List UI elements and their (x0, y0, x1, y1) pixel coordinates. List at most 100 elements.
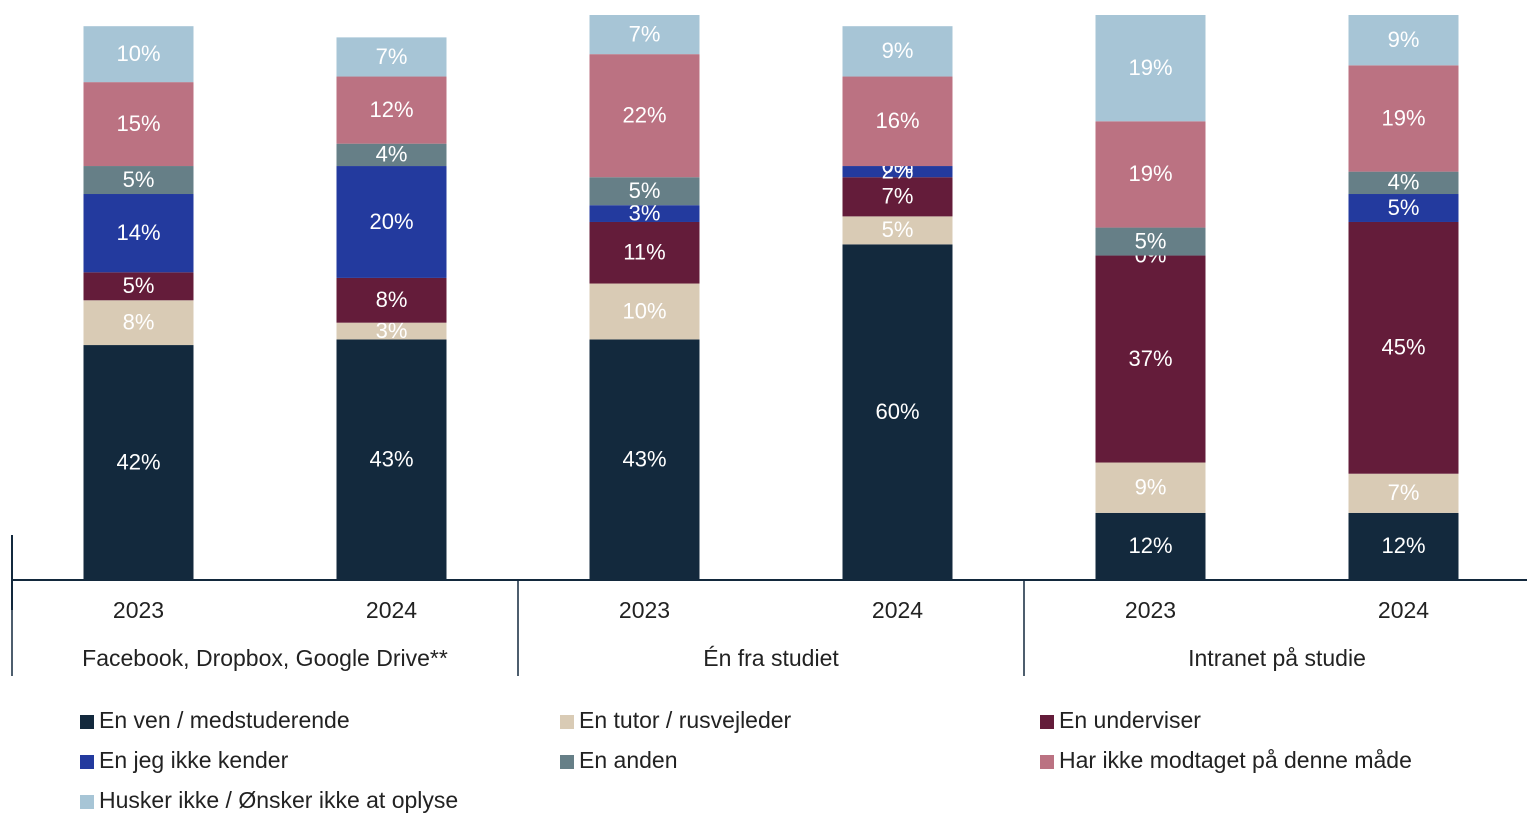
value-label: 9% (1135, 475, 1167, 500)
bar-segment (1348, 512, 1459, 580)
legend-swatch (1040, 755, 1054, 769)
x-tick-label: 2023 (619, 597, 670, 623)
bar-segment (1095, 462, 1206, 513)
bar-segment (1348, 194, 1459, 222)
bar-segment (83, 166, 194, 195)
bar-segment (1095, 121, 1206, 228)
value-label: 16% (875, 108, 919, 133)
legend-label: En underviser (1059, 707, 1201, 733)
legend-label: En jeg ikke kender (99, 747, 289, 773)
bar-segment (1348, 171, 1459, 195)
group-label: Facebook, Dropbox, Google Drive** (82, 645, 448, 671)
bar-segment (83, 272, 194, 301)
bar-segment (336, 143, 447, 167)
bar-segment (336, 322, 447, 340)
bar-segment (589, 205, 700, 222)
bar-segment (842, 177, 953, 217)
value-label: 10% (622, 298, 666, 323)
legend-label: En tutor / rusvejleder (579, 707, 792, 733)
legend-label: Har ikke modtaget på denne måde (1059, 747, 1412, 773)
legend-swatch (560, 715, 574, 729)
bar-segment (83, 82, 194, 167)
bar-segment (1348, 473, 1459, 513)
bar-segment (842, 26, 953, 77)
value-label: 12% (1128, 533, 1172, 558)
bar-segment (589, 177, 700, 206)
value-label: 42% (116, 449, 160, 474)
group-label: Intranet på studie (1188, 645, 1366, 671)
value-label: 9% (882, 38, 914, 63)
value-label: 7% (882, 184, 914, 209)
value-label: 37% (1128, 346, 1172, 371)
value-label: 43% (622, 447, 666, 472)
value-label: 43% (369, 447, 413, 472)
legend-label: En anden (579, 747, 677, 773)
bar-segment (589, 283, 700, 340)
value-label: 60% (875, 399, 919, 424)
value-label: 7% (376, 44, 408, 69)
bar-segment (1095, 227, 1206, 256)
bar-segment (589, 15, 700, 55)
legend-swatch (80, 795, 94, 809)
bar-segment (83, 26, 194, 83)
value-label: 7% (1388, 480, 1420, 505)
legend-label: En ven / medstuderende (99, 707, 350, 733)
bar-segment (1095, 255, 1206, 463)
bar-segment (1348, 15, 1459, 66)
value-label: 11% (623, 240, 665, 265)
legend-swatch (80, 715, 94, 729)
value-label: 15% (116, 111, 160, 136)
bar-segment (83, 300, 194, 346)
value-label: 4% (376, 142, 408, 167)
value-label: 14% (116, 220, 160, 245)
value-label: 45% (1381, 335, 1425, 360)
bar-segment (589, 221, 700, 284)
value-label: 8% (123, 309, 155, 334)
value-label: 12% (369, 97, 413, 122)
value-label: 10% (116, 41, 160, 66)
bar-segment (842, 166, 953, 178)
value-label: 5% (123, 167, 155, 192)
legend-label: Husker ikke / Ønsker ikke at oplyse (99, 787, 458, 813)
value-label: 8% (376, 287, 408, 312)
bar-segment (1095, 15, 1206, 122)
bar-segment (589, 54, 700, 178)
bar-segment (1095, 512, 1206, 580)
x-tick-label: 2023 (113, 597, 164, 623)
bar-segment (83, 194, 194, 273)
x-tick-label: 2024 (1378, 597, 1429, 623)
value-label: 7% (629, 21, 661, 46)
value-label: 5% (882, 217, 914, 242)
bar-segment (336, 76, 447, 144)
value-label: 19% (1128, 55, 1172, 80)
bar-segment (336, 339, 447, 580)
value-label: 9% (1388, 27, 1420, 52)
bar-segment (336, 37, 447, 77)
value-label: 5% (629, 178, 661, 203)
bar-segment (83, 345, 194, 580)
value-label: 4% (1388, 170, 1420, 195)
value-label: 20% (369, 209, 413, 234)
bar-segment (842, 76, 953, 167)
x-tick-label: 2024 (366, 597, 417, 623)
bar-segment (336, 166, 447, 278)
value-label: 12% (1381, 533, 1425, 558)
legend-swatch (1040, 715, 1054, 729)
bar-segment (336, 277, 447, 323)
bar-segment (1348, 221, 1459, 474)
value-label: 5% (1135, 228, 1167, 253)
value-label: 19% (1128, 161, 1172, 186)
x-tick-label: 2024 (872, 597, 923, 623)
x-tick-label: 2023 (1125, 597, 1176, 623)
legend-swatch (80, 755, 94, 769)
value-label: 19% (1381, 105, 1425, 130)
legend-swatch (560, 755, 574, 769)
value-label: 5% (123, 273, 155, 298)
group-label: Én fra studiet (703, 645, 839, 671)
bar-segment (589, 339, 700, 580)
value-label: 5% (1388, 195, 1420, 220)
bar-segment (842, 244, 953, 580)
value-label: 22% (622, 103, 666, 128)
